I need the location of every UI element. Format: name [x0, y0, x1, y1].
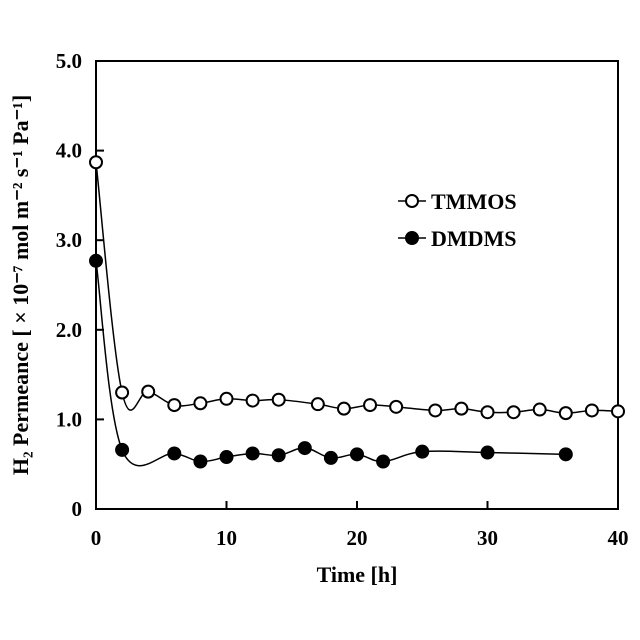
x-tick-label: 0 [91, 526, 102, 550]
data-point [351, 448, 363, 460]
data-point [482, 406, 494, 418]
data-point [325, 452, 337, 464]
data-point [116, 444, 128, 456]
data-point [90, 156, 102, 168]
data-point [194, 456, 206, 468]
y-tick-label: 1.0 [56, 407, 82, 431]
data-point [612, 405, 624, 417]
data-point [560, 407, 572, 419]
legend-marker [406, 195, 418, 207]
data-point [338, 403, 350, 415]
axis-ticks [96, 61, 618, 509]
data-point [142, 386, 154, 398]
series-layer [90, 156, 624, 467]
data-point [312, 398, 324, 410]
legend: TMMOS DMDMS [398, 189, 517, 251]
data-point [221, 451, 233, 463]
data-point [482, 447, 494, 459]
y-tick-label: 0 [72, 497, 83, 521]
data-point [221, 393, 233, 405]
data-point [429, 404, 441, 416]
data-point [390, 401, 402, 413]
data-point [273, 449, 285, 461]
permeance-chart: 0 10 20 30 40 0 1.0 2.0 3.0 4.0 5.0 TMMOS DMDMS Tim… [0, 0, 640, 640]
data-point [586, 404, 598, 416]
data-point [116, 387, 128, 399]
data-point [273, 394, 285, 406]
data-point [508, 406, 520, 418]
data-point [247, 447, 259, 459]
y-tick-label: 5.0 [56, 49, 82, 73]
data-point [90, 255, 102, 267]
data-point [416, 446, 428, 458]
data-point [455, 403, 467, 415]
tick-labels: 0 10 20 30 40 0 1.0 2.0 3.0 4.0 5.0 [56, 49, 629, 550]
series-tmmos [90, 156, 624, 419]
x-axis-title: Time [h] [317, 562, 398, 587]
series-dmdms [90, 255, 572, 468]
series-line [96, 261, 566, 466]
x-tick-label: 40 [608, 526, 629, 550]
data-point [299, 442, 311, 454]
data-point [247, 395, 259, 407]
x-tick-label: 20 [347, 526, 368, 550]
y-tick-label: 3.0 [56, 228, 82, 252]
x-tick-label: 10 [216, 526, 237, 550]
y-tick-label: 4.0 [56, 139, 82, 163]
data-point [377, 456, 389, 468]
data-point [364, 399, 376, 411]
legend-label: DMDMS [431, 226, 517, 251]
data-point [560, 448, 572, 460]
legend-label: TMMOS [431, 189, 517, 214]
y-axis-title: H₂ Permeance [ × 10⁻⁷ mol m⁻² s⁻¹ Pa⁻¹] [8, 95, 33, 475]
data-point [534, 404, 546, 416]
data-point [168, 399, 180, 411]
y-tick-label: 2.0 [56, 318, 82, 342]
data-point [168, 447, 180, 459]
x-tick-label: 30 [477, 526, 498, 550]
plot-frame [96, 61, 618, 509]
series-line [96, 162, 618, 413]
data-point [194, 397, 206, 409]
legend-marker [406, 232, 418, 244]
